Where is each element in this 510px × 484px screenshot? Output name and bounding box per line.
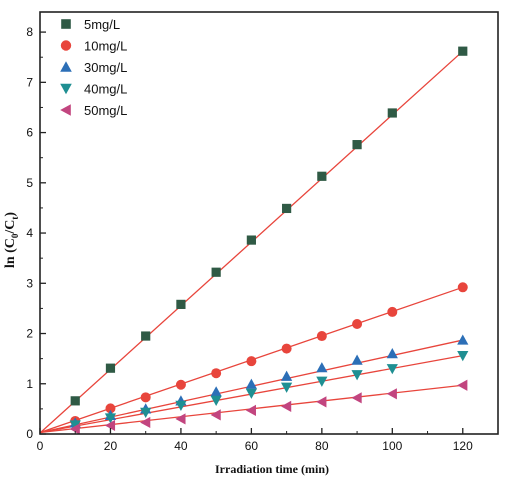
y-tick-label: 6 bbox=[26, 126, 33, 140]
data-point bbox=[70, 396, 80, 406]
legend-label: 10mg/L bbox=[84, 39, 127, 54]
data-point bbox=[246, 235, 256, 245]
data-point bbox=[140, 416, 151, 429]
data-point bbox=[104, 419, 116, 432]
data-point bbox=[457, 351, 469, 362]
legend-marker bbox=[60, 104, 71, 116]
y-axis-title-mid: /C bbox=[3, 220, 18, 235]
legend-marker bbox=[60, 83, 72, 95]
data-point bbox=[316, 376, 328, 387]
y-axis-title-sub0: 0 bbox=[10, 233, 20, 238]
data-point bbox=[210, 386, 222, 397]
data-point bbox=[69, 420, 81, 431]
data-point bbox=[140, 407, 152, 418]
legend-label: 50mg/L bbox=[84, 103, 127, 118]
data-point bbox=[458, 46, 468, 56]
y-tick-label: 0 bbox=[26, 427, 33, 441]
data-point bbox=[316, 331, 327, 342]
data-point bbox=[351, 354, 363, 365]
data-point bbox=[140, 392, 151, 403]
x-tick-label: 40 bbox=[174, 439, 188, 453]
data-point bbox=[281, 343, 292, 354]
data-point bbox=[176, 299, 186, 309]
data-point bbox=[175, 379, 186, 390]
data-point bbox=[104, 413, 117, 424]
data-point bbox=[457, 334, 469, 345]
y-axis-title: ln (C0/Ct) bbox=[3, 212, 20, 268]
data-point bbox=[245, 388, 257, 399]
x-tick-label: 20 bbox=[104, 439, 118, 453]
data-point bbox=[282, 203, 292, 214]
data-point bbox=[387, 108, 397, 118]
data-point bbox=[105, 363, 116, 373]
data-point bbox=[317, 171, 327, 181]
y-tick-label: 7 bbox=[26, 75, 33, 89]
data-point bbox=[105, 403, 116, 414]
data-point bbox=[245, 404, 256, 416]
legend-marker bbox=[60, 61, 72, 72]
y-axis-title-main: ln (C bbox=[3, 238, 18, 268]
legend-marker bbox=[61, 19, 71, 29]
y-tick-label: 1 bbox=[26, 377, 33, 391]
data-point bbox=[457, 282, 468, 293]
y-tick-label: 8 bbox=[26, 25, 33, 39]
legend-marker bbox=[60, 40, 72, 51]
data-point bbox=[211, 267, 221, 277]
data-point bbox=[386, 388, 397, 400]
data-point bbox=[175, 400, 187, 411]
x-tick-label: 80 bbox=[315, 439, 329, 453]
data-point bbox=[281, 382, 293, 393]
data-point bbox=[386, 348, 398, 359]
y-axis-title-sub1: t bbox=[10, 217, 20, 220]
data-point bbox=[387, 306, 398, 317]
data-point bbox=[211, 368, 222, 379]
data-point bbox=[281, 370, 293, 381]
x-tick-label: 120 bbox=[453, 439, 473, 453]
y-tick-label: 5 bbox=[26, 176, 33, 190]
x-tick-label: 100 bbox=[382, 439, 402, 453]
data-point bbox=[281, 400, 292, 412]
y-axis-title-end: ) bbox=[3, 212, 18, 217]
y-tick-label: 2 bbox=[26, 327, 33, 341]
data-point bbox=[457, 379, 468, 391]
y-tick-label: 4 bbox=[26, 226, 33, 240]
data-point bbox=[316, 396, 327, 408]
data-point bbox=[210, 409, 221, 421]
data-point bbox=[352, 318, 363, 329]
data-point bbox=[316, 362, 328, 373]
plot-frame bbox=[39, 11, 499, 435]
data-point bbox=[352, 140, 362, 150]
data-point bbox=[351, 370, 363, 381]
legend-label: 30mg/L bbox=[84, 60, 127, 75]
data-point bbox=[386, 364, 398, 375]
legend-label: 40mg/L bbox=[84, 82, 127, 97]
data-point bbox=[210, 395, 222, 406]
data-point bbox=[69, 423, 80, 435]
data-point bbox=[175, 413, 186, 425]
data-point bbox=[351, 392, 362, 404]
data-point bbox=[141, 331, 151, 341]
x-axis-title: Irradiation time (min) bbox=[215, 462, 329, 476]
data-point bbox=[245, 378, 257, 389]
x-tick-label: 60 bbox=[245, 439, 259, 453]
legend-label: 5mg/L bbox=[84, 17, 120, 32]
y-tick-label: 3 bbox=[26, 276, 33, 290]
data-point bbox=[246, 356, 257, 367]
x-tick-label: 0 bbox=[37, 439, 44, 453]
